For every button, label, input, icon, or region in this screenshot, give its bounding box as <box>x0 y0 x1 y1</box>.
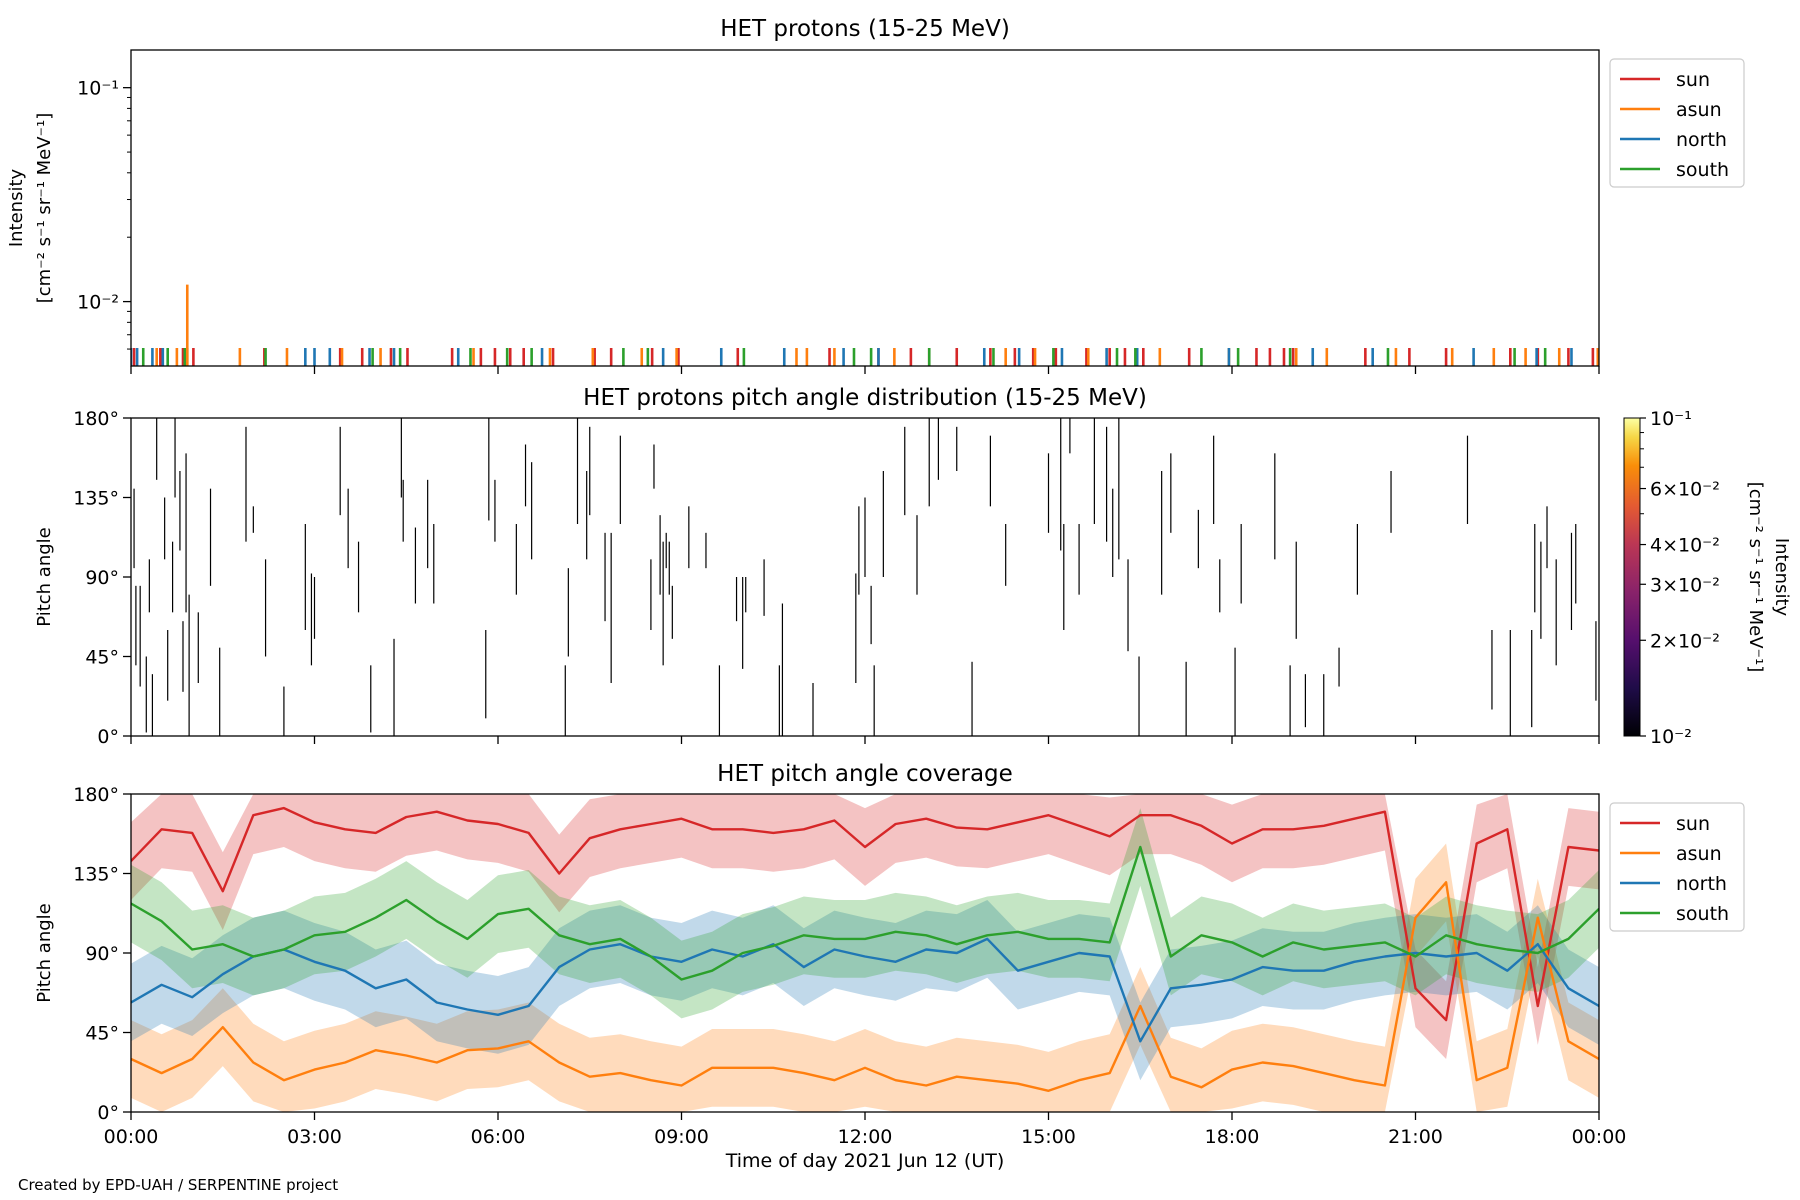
panel3-y-axis: 0° 45° 90° 135° 180° <box>73 784 131 1124</box>
panel-intensity: HET protons (15-25 MeV) 10⁻² 10⁻¹ Intensi… <box>6 16 1745 374</box>
panel2-ylabel: Pitch angle <box>34 527 55 626</box>
panel3-x-ticks: 00:00 03:00 06:00 09:00 12:00 15:00 18:00 21:00… <box>104 1112 1627 1148</box>
colorbar-ticks: 10⁻² 2×10⁻² 3×10⁻² 4×10⁻² 6×10⁻² 10⁻¹ <box>1640 408 1720 748</box>
colorbar <box>1623 417 1641 737</box>
panel-pitch-angle-distribution: HET protons pitch angle distribution (15… <box>34 385 1792 748</box>
colorbar-tick-label-1: 2×10⁻² <box>1650 630 1720 652</box>
panel1-y-axis: 10⁻² 10⁻¹ <box>77 78 131 350</box>
panel1-x-ticks <box>130 366 1600 374</box>
colorbar-tick-label-5: 10⁻¹ <box>1650 408 1692 430</box>
ytick-label-1: 10⁻¹ <box>77 78 119 100</box>
coverage-line-north <box>131 937 1599 1043</box>
coverage-band-south <box>131 808 1599 1019</box>
xtick-label-8: 00:00 <box>1572 1126 1627 1148</box>
legend-box <box>1609 58 1745 188</box>
ytick-label-0: 10⁻² <box>77 292 119 314</box>
panel1-ylabel: Intensity <box>6 168 27 247</box>
ytick-label-0: 0° <box>97 1102 119 1124</box>
panel3-ylabel: Pitch angle <box>34 903 55 1002</box>
xtick-label-1: 03:00 <box>287 1126 342 1148</box>
legend-label-north: north <box>1676 129 1727 151</box>
colorbar-tick-label-2: 3×10⁻² <box>1650 574 1720 596</box>
ytick-label-45: 45° <box>85 1023 119 1045</box>
legend-box <box>1609 802 1745 932</box>
ytick-label-90: 90° <box>85 943 119 965</box>
legend-label-sun: sun <box>1676 69 1710 91</box>
panel1-yunit: [cm⁻² s⁻¹ sr⁻¹ MeV⁻¹] <box>34 113 55 304</box>
panel3-marks <box>131 794 1599 1112</box>
legend-top: sun asun north south <box>1609 58 1745 188</box>
legend-label-sun: sun <box>1676 813 1710 835</box>
ytick-label-180: 180° <box>73 784 119 806</box>
ytick-label-45: 45° <box>85 647 119 669</box>
coverage-band-north <box>131 900 1599 1081</box>
legend-bottom: sun asun north south <box>1609 802 1745 932</box>
ytick-label-0: 0° <box>97 726 119 748</box>
panel1-title: HET protons (15-25 MeV) <box>720 16 1010 42</box>
xtick-label-7: 21:00 <box>1388 1126 1443 1148</box>
panel2-x-ticks <box>130 736 1600 744</box>
x-axis-label: Time of day 2021 Jun 12 (UT) <box>725 1150 1005 1172</box>
credit-text: Created by EPD-UAH / SERPENTINE project <box>18 1176 339 1194</box>
panel2-marks <box>133 418 1597 736</box>
ytick-label-180: 180° <box>73 408 119 430</box>
colorbar-label: Intensity <box>1771 538 1792 617</box>
colorbar-tick-label-4: 6×10⁻² <box>1650 479 1720 501</box>
coverage-line-asun <box>131 881 1599 1093</box>
xtick-label-6: 18:00 <box>1205 1126 1260 1148</box>
ytick-label-135: 135° <box>73 864 119 886</box>
panel1-frame <box>130 49 1600 367</box>
xtick-label-5: 15:00 <box>1021 1126 1076 1148</box>
coverage-band-asun <box>131 843 1599 1112</box>
colorbar-tick-label-0: 10⁻² <box>1650 726 1692 748</box>
xtick-label-3: 09:00 <box>654 1126 709 1148</box>
panel1-marks <box>131 284 1599 366</box>
panel3-title: HET pitch angle coverage <box>717 761 1013 787</box>
legend-label-north: north <box>1676 873 1727 895</box>
xtick-label-0: 00:00 <box>104 1126 159 1148</box>
panel2-title: HET protons pitch angle distribution (15… <box>583 385 1147 411</box>
panel-pitch-angle-coverage: HET pitch angle coverage 0° 45° 90° 135° 180… <box>34 761 1745 1172</box>
legend-label-asun: asun <box>1676 843 1722 865</box>
ytick-label-135: 135° <box>73 488 119 510</box>
legend-label-asun: asun <box>1676 99 1722 121</box>
colorbar-tick-label-3: 4×10⁻² <box>1650 535 1720 557</box>
colorbar-unit: [cm⁻² s⁻¹ sr⁻¹ MeV⁻¹] <box>1745 482 1766 673</box>
coverage-line-sun <box>131 806 1599 1022</box>
coverage-line-south <box>131 845 1599 981</box>
panel2-y-axis: 0° 45° 90° 135° 180° <box>73 408 131 748</box>
coverage-band-sun <box>131 794 1599 1059</box>
xtick-label-4: 12:00 <box>838 1126 893 1148</box>
legend-label-south: south <box>1676 903 1729 925</box>
xtick-label-2: 06:00 <box>471 1126 526 1148</box>
ytick-label-90: 90° <box>85 567 119 589</box>
legend-label-south: south <box>1676 159 1729 181</box>
